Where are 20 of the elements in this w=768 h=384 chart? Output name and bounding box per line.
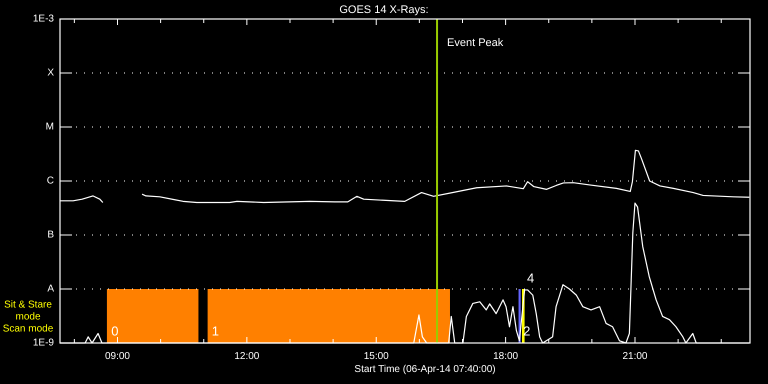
text: Sit & Stare mode — [4, 299, 52, 322]
x-tick-label: 12:00 — [234, 351, 260, 362]
y-tick-label: B — [47, 230, 54, 240]
y-tick-label: C — [46, 176, 54, 186]
ref-line-label: Event Peak — [447, 37, 504, 49]
x-tick-label: 18:00 — [493, 351, 519, 362]
y-tick-label: X — [47, 68, 54, 78]
chart-title: GOES 14 X-Rays: — [339, 4, 429, 16]
x-tick-label: 21:00 — [622, 351, 648, 362]
y-tick-label: 1E-3 — [32, 14, 54, 24]
y-tick-label: 1E-9 — [32, 338, 54, 348]
x-axis-title: Start Time (06-Apr-14 07:40:00) — [354, 364, 496, 375]
annotation: 1 — [212, 324, 219, 338]
x-tick-label: 09:00 — [104, 351, 130, 362]
annotation: 0 — [111, 324, 118, 338]
text: Scan mode — [2, 324, 54, 335]
y-tick-label: M — [46, 122, 54, 132]
annotation: 4 — [526, 270, 534, 286]
y-tick-label: A — [47, 284, 54, 294]
x-tick-label: 15:00 — [364, 351, 390, 362]
